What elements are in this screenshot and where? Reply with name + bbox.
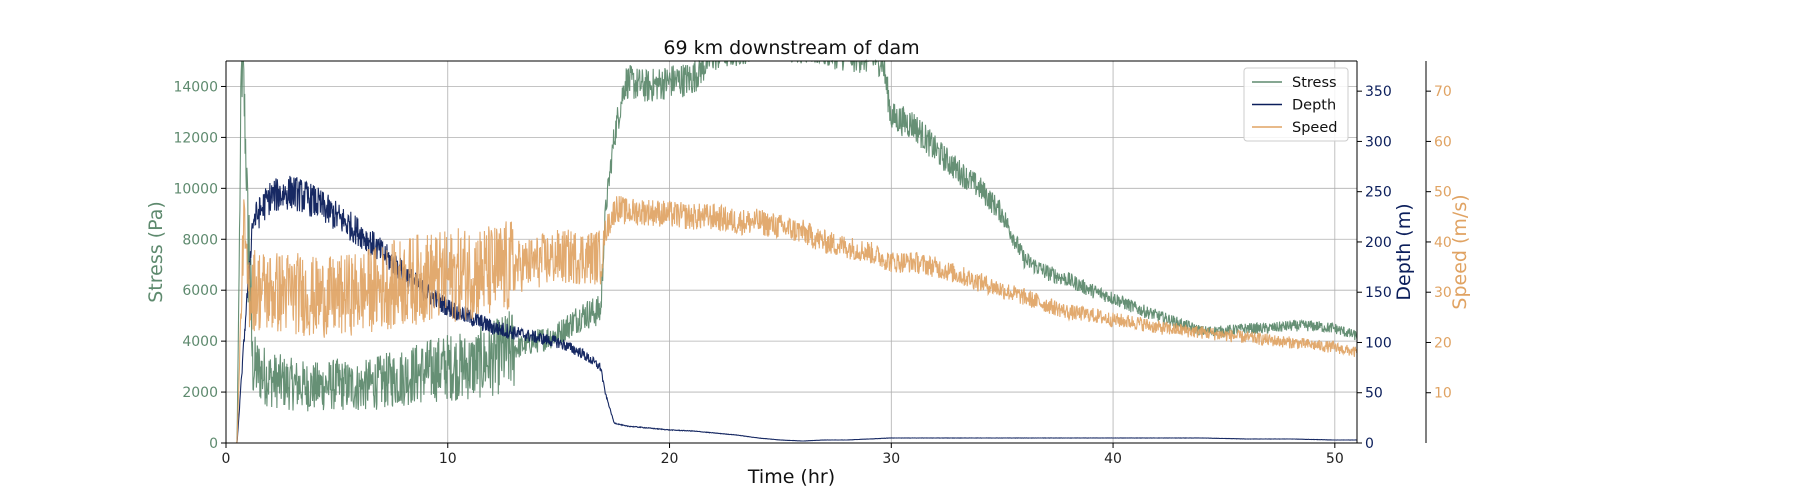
speed-axis-label: Speed (m/s) (1449, 194, 1471, 309)
depth-axis-label: Depth (m) (1393, 203, 1415, 300)
x-tick-label: 30 (882, 451, 900, 467)
depth-tick-label: 200 (1365, 235, 1392, 251)
stress-tick-label: 2000 (182, 385, 218, 401)
depth-tick-label: 0 (1365, 436, 1374, 452)
depth-tick-label: 250 (1365, 185, 1392, 201)
speed-tick-label: 40 (1434, 235, 1452, 251)
x-tick-label: 0 (222, 451, 231, 467)
speed-tick-label: 70 (1434, 84, 1452, 100)
speed-tick-label: 60 (1434, 134, 1452, 150)
series-line-speed (226, 196, 1358, 444)
legend-label-depth: Depth (1292, 98, 1336, 114)
depth-tick-label: 100 (1365, 335, 1392, 351)
axes: 0 10 20 30 40 5002000400060008000100001200014… (173, 60, 1452, 467)
stress-tick-label: 14000 (173, 79, 218, 95)
stress-tick-label: 8000 (182, 232, 218, 248)
stress-tick-label: 0 (209, 436, 218, 452)
x-axis-label: Time (hr) (747, 466, 835, 488)
legend: Stress Depth Speed (1243, 67, 1349, 142)
series-line-depth (226, 175, 1358, 444)
stress-tick-label: 6000 (182, 283, 218, 299)
stress-axis-label: Stress (Pa) (145, 201, 167, 303)
speed-tick-label: 10 (1434, 386, 1452, 402)
legend-box (1243, 67, 1349, 142)
x-tick-label: 50 (1326, 451, 1344, 467)
depth-tick-label: 150 (1365, 285, 1392, 301)
legend-label-stress: Stress (1292, 75, 1337, 91)
depth-tick-label: 350 (1365, 84, 1392, 100)
stress-tick-label: 12000 (173, 130, 218, 146)
depth-tick-label: 300 (1365, 134, 1392, 150)
stress-tick-label: 10000 (173, 181, 218, 197)
chart-title: 69 km downstream of dam (663, 37, 919, 59)
stress-tick-label: 4000 (182, 334, 218, 350)
speed-tick-label: 30 (1434, 285, 1452, 301)
x-tick-label: 20 (661, 451, 679, 467)
legend-label-speed: Speed (1292, 120, 1337, 136)
speed-tick-label: 50 (1434, 185, 1452, 201)
speed-tick-label: 20 (1434, 335, 1452, 351)
depth-tick-label: 50 (1365, 386, 1383, 402)
x-tick-label: 10 (439, 451, 457, 467)
x-tick-label: 40 (1104, 451, 1122, 467)
